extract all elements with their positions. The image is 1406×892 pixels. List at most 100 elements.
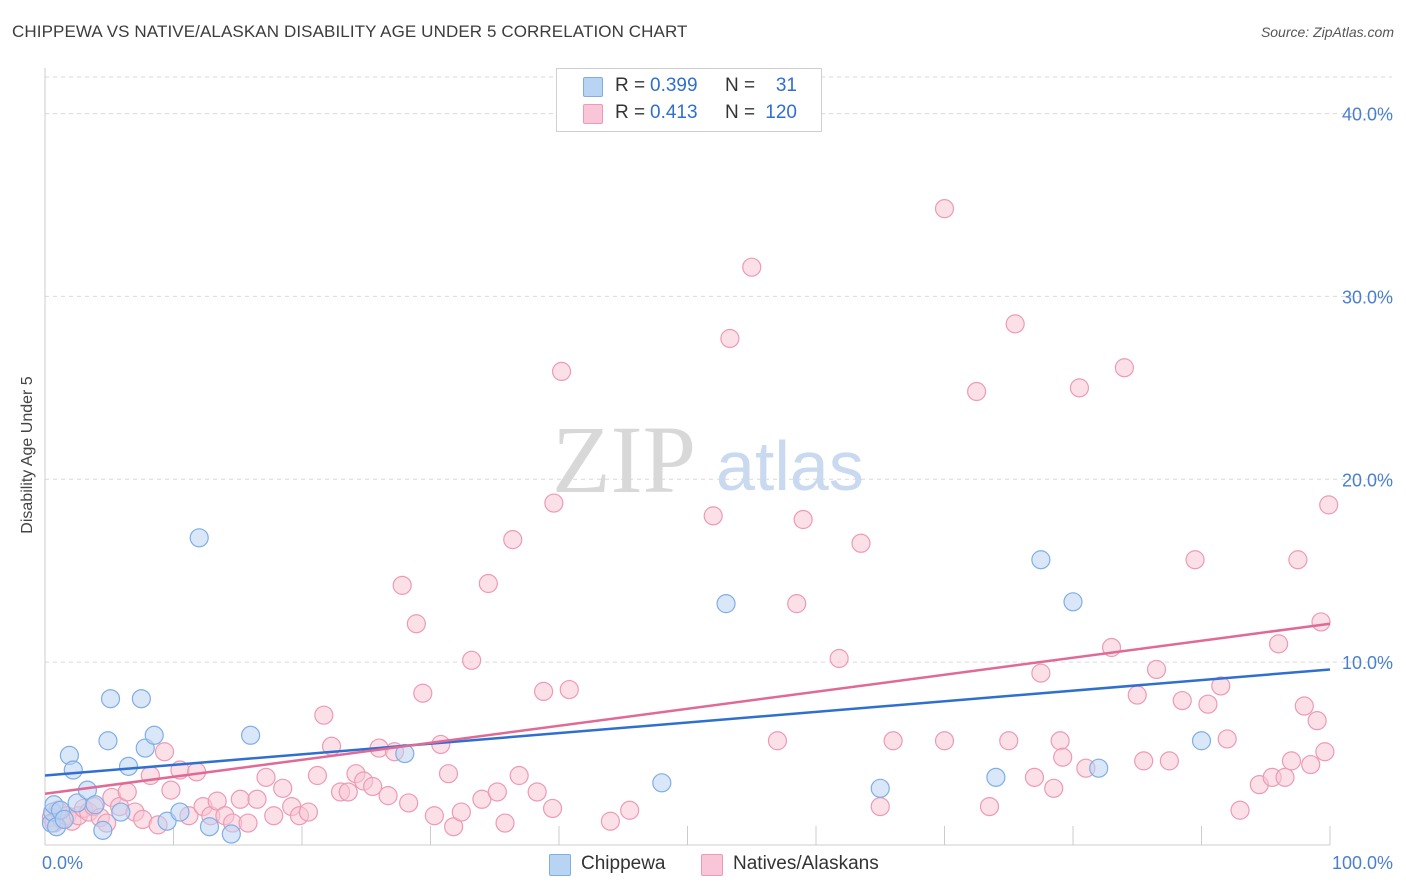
watermark-atlas: atlas bbox=[716, 427, 864, 505]
chippewa-point bbox=[986, 767, 1006, 787]
natives-point bbox=[1031, 663, 1051, 683]
watermark-zip: ZIP bbox=[552, 406, 696, 513]
natives-swatch bbox=[701, 854, 723, 876]
natives-points bbox=[41, 199, 1339, 837]
natives-point bbox=[1134, 751, 1154, 771]
natives-point bbox=[154, 742, 175, 762]
trend-lines bbox=[44, 622, 1331, 796]
chippewa-swatch bbox=[549, 854, 571, 876]
natives-point bbox=[503, 530, 523, 550]
chippewa-point bbox=[199, 817, 220, 837]
natives-point bbox=[1185, 550, 1205, 570]
natives-point bbox=[1005, 314, 1025, 334]
natives-point bbox=[230, 789, 250, 809]
natives-point bbox=[161, 780, 181, 800]
natives-point bbox=[424, 806, 444, 826]
natives-point bbox=[544, 493, 564, 513]
natives-point bbox=[542, 798, 563, 819]
natives-point bbox=[406, 614, 426, 634]
natives-swatch bbox=[583, 104, 603, 124]
natives-point bbox=[620, 800, 640, 820]
chippewa-point bbox=[63, 760, 83, 780]
x-tick-label-max: 100.0% bbox=[1332, 853, 1393, 873]
natives-point bbox=[238, 813, 258, 833]
natives-point bbox=[1311, 612, 1331, 632]
natives-point bbox=[1024, 767, 1045, 787]
natives-point bbox=[851, 533, 871, 553]
natives-point bbox=[1281, 751, 1302, 771]
stats-legend: R = 0.399 N = 31 R = 0.413 N = 120 bbox=[556, 68, 822, 132]
chippewa-point bbox=[1191, 731, 1212, 751]
series-legend: Chippewa Natives/Alaskans bbox=[0, 852, 1406, 878]
chippewa-point bbox=[100, 689, 121, 709]
natives-point bbox=[967, 381, 987, 402]
legend-label: Chippewa bbox=[581, 853, 666, 874]
natives-point bbox=[742, 257, 762, 277]
natives-point bbox=[378, 786, 398, 806]
natives-point bbox=[979, 796, 1000, 817]
natives-trend-line bbox=[44, 622, 1331, 796]
natives-point bbox=[934, 199, 955, 219]
natives-point bbox=[472, 789, 492, 809]
natives-point bbox=[1050, 731, 1070, 751]
natives-point bbox=[1319, 495, 1339, 515]
chippewa-point bbox=[652, 773, 672, 793]
natives-point bbox=[829, 648, 849, 669]
natives-point bbox=[1315, 742, 1335, 762]
y-tick-label: 40.0% bbox=[1342, 105, 1393, 125]
natives-point bbox=[487, 782, 507, 802]
natives-point bbox=[392, 575, 412, 595]
natives-point bbox=[934, 731, 955, 751]
r-value: 0.399 bbox=[650, 75, 698, 96]
chippewa-point bbox=[241, 725, 261, 745]
natives-point bbox=[787, 594, 807, 614]
chippewa-trend-line bbox=[44, 668, 1331, 777]
natives-point bbox=[478, 573, 498, 594]
chippewa-point bbox=[1063, 592, 1083, 612]
natives-point bbox=[1230, 800, 1250, 820]
chippewa-point bbox=[221, 824, 241, 844]
natives-point bbox=[527, 782, 547, 802]
natives-point bbox=[338, 782, 358, 802]
natives-point bbox=[273, 778, 293, 798]
natives-point bbox=[117, 782, 137, 802]
legend-row-chippewa: R = 0.399 N = 31 bbox=[557, 74, 821, 100]
legend-row-natives: R = 0.413 N = 120 bbox=[557, 101, 821, 127]
y-tick-label: 30.0% bbox=[1342, 287, 1393, 307]
chippewa-point bbox=[170, 802, 190, 822]
n-label: N = bbox=[725, 102, 756, 123]
chippewa-point bbox=[189, 528, 209, 548]
natives-point bbox=[451, 802, 471, 822]
r-label: R = bbox=[615, 75, 646, 96]
natives-point bbox=[1268, 634, 1289, 654]
r-value: 0.413 bbox=[650, 102, 698, 123]
natives-point bbox=[551, 361, 572, 381]
natives-point bbox=[298, 802, 319, 822]
natives-point bbox=[264, 806, 284, 826]
natives-point bbox=[495, 813, 515, 833]
natives-point bbox=[1294, 696, 1314, 716]
watermark: ZIP atlas bbox=[552, 406, 864, 513]
chippewa-point bbox=[1089, 758, 1109, 778]
legend-label: Natives/Alaskans bbox=[733, 853, 879, 874]
natives-point bbox=[793, 509, 813, 530]
natives-point bbox=[438, 764, 459, 784]
natives-point bbox=[1275, 767, 1295, 787]
natives-point bbox=[870, 796, 890, 817]
chippewa-point bbox=[118, 756, 139, 776]
natives-point bbox=[307, 765, 328, 786]
natives-point bbox=[533, 681, 554, 702]
chippewa-point bbox=[93, 820, 113, 840]
chippewa-point bbox=[716, 594, 736, 614]
natives-point bbox=[1114, 358, 1135, 378]
chippewa-point bbox=[870, 778, 890, 798]
chippewa-point bbox=[111, 802, 131, 822]
natives-point bbox=[703, 506, 723, 526]
natives-point bbox=[1198, 694, 1218, 714]
x-tick-label-min: 0.0% bbox=[42, 853, 83, 873]
r-label: R = bbox=[615, 102, 646, 123]
natives-point bbox=[999, 731, 1019, 751]
natives-point bbox=[1044, 778, 1064, 798]
natives-point bbox=[720, 328, 740, 349]
